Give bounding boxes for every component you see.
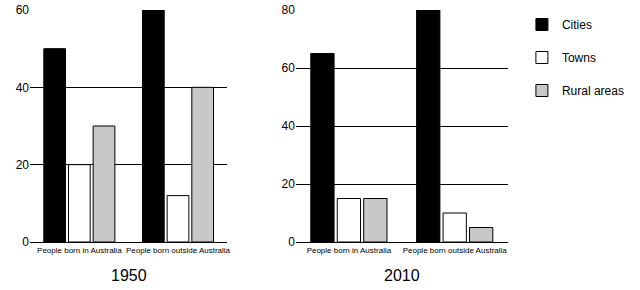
svg-text:People born in Australia: People born in Australia xyxy=(37,246,122,255)
svg-text:60: 60 xyxy=(16,3,30,17)
svg-text:People born outside Australia: People born outside Australia xyxy=(403,246,508,255)
svg-text:40: 40 xyxy=(16,81,30,95)
svg-text:0: 0 xyxy=(22,235,29,249)
svg-text:People born outside Australia: People born outside Australia xyxy=(126,246,231,255)
svg-text:People born in Australia: People born in Australia xyxy=(307,246,392,255)
svg-text:20: 20 xyxy=(282,177,296,191)
svg-text:Rural areas: Rural areas xyxy=(562,84,624,98)
svg-text:0: 0 xyxy=(288,235,295,249)
svg-text:20: 20 xyxy=(16,158,30,172)
svg-text:Cities: Cities xyxy=(562,18,592,32)
svg-text:Towns: Towns xyxy=(562,51,596,65)
svg-text:80: 80 xyxy=(282,3,296,17)
svg-text:2010: 2010 xyxy=(384,267,420,284)
svg-text:1950: 1950 xyxy=(111,267,147,284)
svg-text:60: 60 xyxy=(282,61,296,75)
svg-text:40: 40 xyxy=(282,119,296,133)
